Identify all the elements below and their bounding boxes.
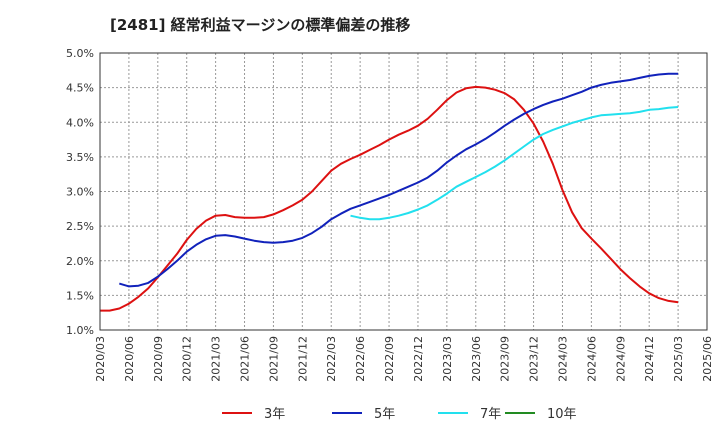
x-axis-ticks: 2020/03 2020/06 2020/09 2020/12 2021/03 2021/… [94, 336, 714, 382]
x-tick-label: 2024/06 [585, 336, 598, 382]
x-tick-label: 2021/06 [239, 336, 252, 382]
x-tick-label: 2024/09 [614, 336, 627, 382]
x-tick-label: 2025/06 [701, 336, 714, 382]
y-tick-label: 1.5% [66, 289, 94, 302]
series-line-1 [100, 85, 679, 312]
x-tick-label: 2020/06 [123, 336, 136, 382]
series-lines [100, 72, 679, 312]
series-line-2 [119, 72, 679, 288]
x-tick-label: 2024/03 [556, 336, 569, 382]
y-tick-label: 3.5% [66, 151, 94, 164]
legend: 3年 5年 7年 10年 [222, 407, 577, 422]
legend-label-3: 7年 [480, 407, 501, 422]
plot-frame [99, 52, 708, 331]
y-tick-label: 5.0% [66, 47, 94, 60]
y-tick-label: 4.0% [66, 116, 94, 129]
x-tick-label: 2023/12 [528, 336, 541, 382]
x-tick-label: 2025/03 [672, 336, 685, 382]
grid [99, 52, 708, 331]
x-tick-label: 2024/12 [643, 336, 656, 382]
legend-label-4: 10年 [547, 407, 577, 422]
y-axis-ticks: 1.0% 1.5% 2.0% 2.5% 3.0% 3.5% 4.0% 4.5% 5.0% [66, 47, 94, 337]
legend-label-2: 5年 [374, 407, 395, 422]
chart-title: [2481] 経常利益マージンの標準偏差の推移 [110, 16, 410, 34]
x-tick-label: 2020/03 [94, 336, 107, 382]
x-tick-label: 2022/09 [383, 336, 396, 382]
x-tick-label: 2022/06 [354, 336, 367, 382]
x-tick-label: 2021/09 [267, 336, 280, 382]
y-tick-label: 2.0% [66, 255, 94, 268]
y-tick-label: 3.0% [66, 186, 94, 199]
x-tick-label: 2023/06 [470, 336, 483, 382]
y-tick-label: 1.0% [66, 324, 94, 337]
x-tick-label: 2023/09 [499, 336, 512, 382]
x-tick-label: 2020/12 [181, 336, 194, 382]
x-tick-label: 2023/03 [441, 336, 454, 382]
x-tick-label: 2020/09 [152, 336, 165, 382]
x-tick-label: 2022/03 [325, 336, 338, 382]
x-tick-label: 2022/12 [412, 336, 425, 382]
series-line-3 [350, 106, 679, 221]
x-tick-label: 2021/03 [210, 336, 223, 382]
x-tick-label: 2021/12 [296, 336, 309, 382]
y-tick-label: 2.5% [66, 220, 94, 233]
legend-label-1: 3年 [264, 407, 285, 422]
y-tick-label: 4.5% [66, 82, 94, 95]
